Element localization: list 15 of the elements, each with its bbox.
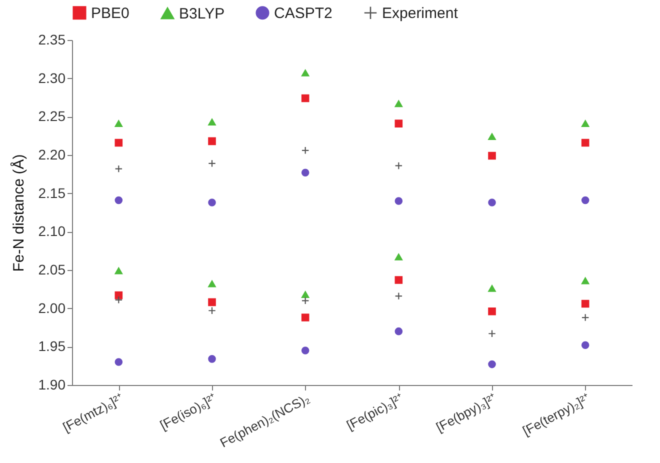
y-tick-label: 1.90 [38,376,66,392]
y-tick-label: 2.25 [38,108,66,124]
legend-label: CASPT2 [274,4,332,22]
y-tick-label: 2.35 [38,32,66,48]
y-tick-label: 2.20 [38,146,66,162]
y-axis-title: Fe-N distance (Å) [9,154,28,272]
legend-label: Experiment [382,4,459,22]
y-tick-label: 2.10 [38,223,66,240]
y-tick-label: 1.95 [38,338,66,354]
y-tick-label: 2.00 [38,300,66,316]
y-tick-label: 2.15 [38,184,66,201]
legend-label: B3LYP [179,5,225,22]
legend-label: PBE0 [91,4,130,22]
y-tick-label: 2.05 [38,262,66,278]
y-tick-label: 2.30 [38,70,66,86]
